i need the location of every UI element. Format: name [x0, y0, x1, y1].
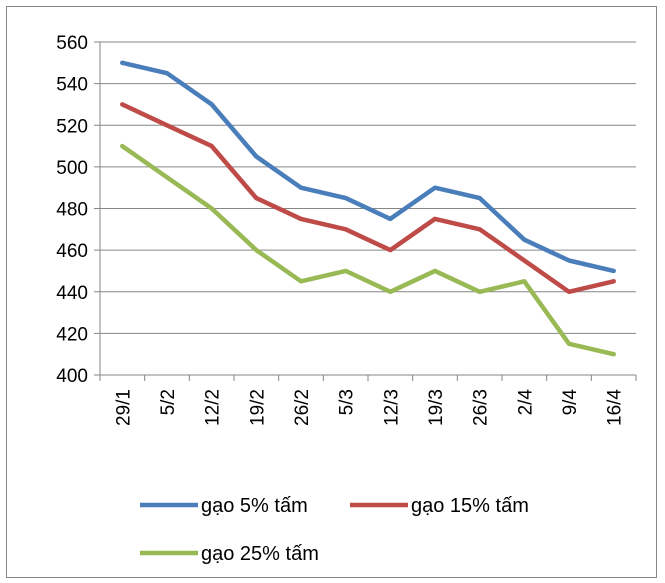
axes: [94, 41, 637, 381]
data-point: [299, 185, 303, 190]
data-point: [388, 248, 393, 253]
data-point: [567, 341, 571, 346]
gridlines: [100, 41, 636, 334]
series-line: [120, 102, 616, 295]
data-point: [611, 279, 616, 284]
data-point: [165, 71, 169, 76]
x-tick-label: 26/2: [292, 389, 313, 426]
data-point: [254, 196, 259, 201]
data-point: [120, 102, 125, 107]
x-tick-label: 29/1: [113, 389, 134, 426]
series-line: [120, 143, 616, 357]
x-tick-label: 12/3: [381, 389, 402, 426]
data-point: [388, 216, 393, 221]
x-tick-label: 19/2: [247, 389, 268, 426]
data-point: [343, 268, 348, 273]
data-point: [209, 144, 214, 149]
x-tick-label: 5/3: [337, 389, 358, 415]
data-point: [299, 279, 303, 284]
data-point: [388, 289, 393, 294]
y-tick-label: 500: [56, 158, 88, 179]
data-point: [611, 352, 616, 357]
series-lines: [120, 60, 616, 357]
data-point: [522, 279, 527, 284]
x-tick-label: 9/4: [560, 389, 581, 416]
legend-label: gạo 5% tấm: [201, 495, 308, 517]
y-tick-label: 480: [56, 200, 88, 221]
x-tick-label: 19/3: [426, 389, 447, 426]
data-point: [611, 268, 616, 273]
y-tick-label: 400: [56, 366, 88, 387]
data-point: [299, 216, 303, 221]
data-point: [522, 258, 527, 263]
data-point: [522, 237, 527, 242]
data-point: [567, 258, 571, 263]
series-line: [120, 60, 616, 274]
legend-entry: gạo 25% tấm: [140, 543, 319, 565]
y-tick-label: 540: [56, 75, 88, 96]
data-point: [343, 227, 348, 232]
data-point: [254, 248, 259, 253]
data-point: [477, 227, 482, 232]
series-1: [120, 60, 616, 274]
data-point: [433, 268, 437, 273]
legend-entry: gạo 15% tấm: [350, 495, 529, 517]
data-point: [209, 102, 214, 107]
x-tick-label: 2/4: [515, 389, 536, 416]
y-tick-labels: 400 420 440 460 480 500 520 540 560: [56, 33, 88, 387]
data-point: [477, 289, 482, 294]
data-point: [165, 175, 169, 180]
data-point: [477, 196, 482, 201]
data-point: [254, 154, 259, 159]
data-point: [433, 216, 437, 221]
x-tick-labels: 29/1 5/2 12/2 19/2 26/2 5/3 12/3 19/3 26/3 2/4 9/4…: [113, 389, 625, 426]
data-point: [120, 144, 125, 149]
x-tick-label: 16/4: [605, 389, 626, 426]
data-point: [567, 289, 571, 294]
y-tick-label: 560: [56, 33, 88, 54]
x-tick-label: 5/2: [158, 389, 179, 415]
data-point: [209, 206, 214, 211]
y-tick-label: 420: [56, 324, 88, 345]
legend: gạo 5% tấm gạo 15% tấm gạo 25% tấm: [140, 495, 529, 565]
y-tick-label: 460: [56, 241, 88, 262]
legend-label: gạo 25% tấm: [201, 543, 319, 565]
x-tick-label: 26/3: [471, 389, 492, 426]
data-point: [433, 185, 437, 190]
y-tick-label: 520: [56, 116, 88, 137]
series-3: [120, 143, 616, 357]
data-point: [120, 60, 125, 65]
legend-label: gạo 15% tấm: [411, 495, 529, 517]
legend-entry: gạo 5% tấm: [140, 495, 308, 517]
y-tick-label: 440: [56, 283, 88, 304]
data-point: [165, 123, 169, 128]
x-tick-label: 12/2: [203, 389, 224, 426]
data-point: [343, 196, 348, 201]
series-2: [120, 102, 616, 295]
